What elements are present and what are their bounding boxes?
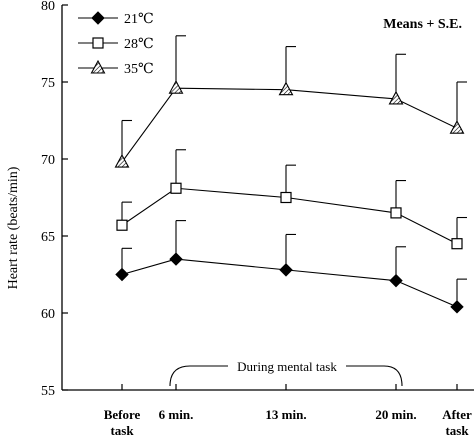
axes [61,5,474,391]
y-tick-label: 55 [41,384,55,399]
y-tick-label: 80 [41,0,55,14]
data-point [389,273,403,288]
legend: 21℃ 28℃ 35℃ [78,11,154,77]
series-markers [114,80,465,314]
y-tick-label: 75 [41,76,55,91]
data-point [278,81,294,96]
data-point [280,191,292,204]
data-point [451,238,463,250]
x-tick-label: Before [104,407,141,422]
y-tick-label: 60 [41,307,55,322]
x-tick-label: 13 min. [265,407,306,422]
x-tick-label: 6 min. [159,407,194,422]
x-tick-label: task [110,423,134,438]
series-line [121,258,458,308]
error-bars [121,35,467,307]
data-point [169,252,183,266]
data-point [116,219,128,231]
during-task-bracket [169,365,403,387]
legend-label: 35℃ [124,62,154,77]
y-tick-label: 70 [41,153,55,168]
x-tick-label: task [445,423,469,438]
legend-marker [91,11,105,25]
legend-label: 21℃ [124,12,154,27]
data-point [279,263,293,277]
data-point [168,80,184,94]
data-point [449,120,465,134]
data-point [388,90,404,105]
data-point [115,267,129,282]
y-tick-label: 65 [41,230,55,245]
legend-label: 28℃ [124,37,154,52]
data-point [114,153,130,168]
data-point [450,300,464,314]
means-se-annotation: Means + S.E. [383,17,462,32]
during-task-label: During mental task [237,359,337,374]
legend-marker [92,37,104,49]
series-line [121,87,458,163]
y-axis-ticks: 55 60 65 70 75 80 [41,0,68,399]
legend-marker [90,59,106,74]
y-axis-label: Heart rate (beats/min) [6,166,21,289]
x-tick-label: After [442,407,472,422]
bracket-line [169,365,403,387]
data-point [170,182,182,194]
x-tick-label: 20 min. [375,407,416,422]
data-point [390,207,402,219]
